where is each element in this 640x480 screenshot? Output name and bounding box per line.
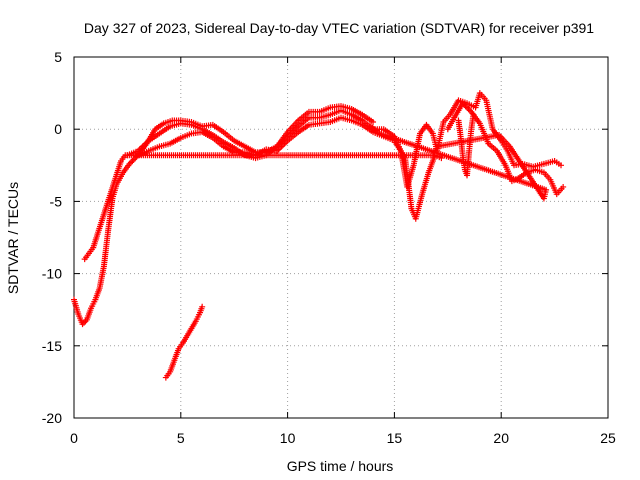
- series-isolated-track: [162, 303, 206, 381]
- data-point: [129, 157, 136, 164]
- y-tick-label: -5: [50, 193, 63, 209]
- series-lower-track: [135, 114, 445, 222]
- data-points: [71, 90, 567, 381]
- data-point: [558, 162, 565, 169]
- data-point: [370, 118, 377, 125]
- plot-frame: [73, 56, 609, 419]
- axis-ticks: [73, 56, 609, 419]
- y-tick-label: -15: [42, 338, 62, 354]
- data-point: [560, 183, 567, 190]
- x-tick-label: 0: [70, 430, 78, 446]
- data-point: [127, 159, 134, 166]
- data-point: [199, 303, 206, 310]
- x-tick-label: 5: [177, 430, 185, 446]
- y-tick-label: 0: [54, 121, 62, 137]
- data-point: [438, 155, 445, 162]
- data-point: [367, 123, 374, 130]
- x-tick-label: 25: [600, 430, 616, 446]
- chart-title: Day 327 of 2023, Sidereal Day-to-day VTE…: [84, 20, 594, 36]
- y-tick-label: 5: [54, 49, 62, 65]
- x-axis-label: GPS time / hours: [287, 458, 394, 474]
- x-tick-label: 15: [387, 430, 403, 446]
- tick-labels: 0 5 10 15 20 25 -20 -15 -10 -5 0 5: [42, 49, 616, 446]
- y-axis-label: SDTVAR / TECUs: [5, 182, 21, 294]
- x-tick-label: 10: [280, 430, 296, 446]
- data-point: [470, 111, 477, 118]
- y-tick-label: -20: [42, 410, 62, 426]
- x-tick-label: 20: [493, 430, 509, 446]
- series-scattered: [81, 123, 550, 263]
- y-tick-label: -10: [42, 266, 62, 282]
